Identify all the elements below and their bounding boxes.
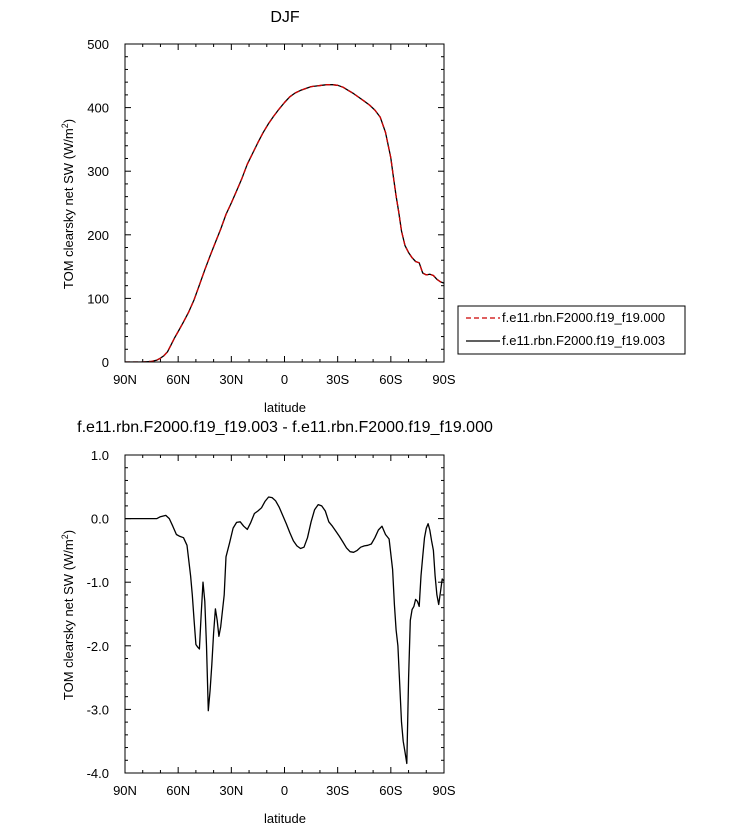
legend-label-series-003: f.e11.rbn.F2000.f19_f19.003 [502, 333, 665, 348]
top-chart-plot-area: 90N 60N 30N 0 30S 60S 90S 0 100 200 300 400 500 [87, 37, 456, 387]
top-chart-y-tick-label: 200 [87, 228, 109, 243]
bottom-chart-series-line-0 [125, 496, 444, 765]
bottom-chart-x-tick-label: 90S [432, 783, 455, 798]
bottom-chart-y-tick-label: 1.0 [91, 448, 109, 463]
bottom-chart-y-tick-label: -1.0 [87, 575, 109, 590]
bottom-chart-frame [124, 454, 445, 774]
bottom-chart-y-tick-label: -2.0 [87, 639, 109, 654]
top-chart-y-tick-label: 300 [87, 164, 109, 179]
top-chart-x-tick-label: 30S [326, 372, 349, 387]
legend-label-series-000: f.e11.rbn.F2000.f19_f19.000 [502, 310, 665, 325]
legend: f.e11.rbn.F2000.f19_f19.000 f.e11.rbn.F2… [457, 305, 686, 355]
bottom-chart-y-axis-label: TOM clearsky net SW (W/m2) [60, 530, 76, 700]
top-chart-x-tick-label: 60S [379, 372, 402, 387]
top-chart-x-tick-label: 60N [166, 372, 190, 387]
top-chart-x-axis-label: latitude [264, 400, 306, 415]
top-chart-y-tick-label: 400 [87, 101, 109, 116]
bottom-chart-y-tick-label: 0.0 [91, 512, 109, 527]
top-chart-series-line-f-e11-rbn-f2000-f19-f19-000 [125, 84, 444, 362]
bottom-chart-y-tick-label: -4.0 [87, 766, 109, 781]
bottom-chart-y-tick-label: -3.0 [87, 702, 109, 717]
top-chart-y-axis-label: TOM clearsky net SW (W/m2) [60, 119, 76, 289]
bottom-chart-x-tick-label: 30S [326, 783, 349, 798]
bottom-chart-x-tick-label: 30N [219, 783, 243, 798]
top-chart-x-tick-label: 0 [281, 372, 288, 387]
bottom-chart-x-tick-label: 0 [281, 783, 288, 798]
bottom-chart-title: f.e11.rbn.F2000.f19_f19.003 - f.e11.rbn.… [77, 419, 493, 436]
top-chart-y-tick-label: 0 [102, 355, 109, 370]
bottom-chart-x-tick-label: 60N [166, 783, 190, 798]
top-chart-x-tick-label: 30N [219, 372, 243, 387]
top-chart-series-line-f-e11-rbn-f2000-f19-f19-003 [125, 84, 444, 362]
top-chart-title: DJF [270, 9, 300, 26]
legend-box [457, 305, 686, 355]
bottom-chart-x-axis-label: latitude [264, 811, 306, 826]
top-chart-y-tick-label: 100 [87, 291, 109, 306]
top-chart-x-tick-label: 90N [113, 372, 137, 387]
bottom-chart-plot-area: 90N 60N 30N 0 30S 60S 90S 1.0 0.0 -1.0 -2.0 -3.0 -4.… [87, 448, 456, 798]
top-chart-frame [124, 43, 445, 363]
bottom-chart-x-tick-label: 60S [379, 783, 402, 798]
top-chart-y-tick-label: 500 [87, 37, 109, 52]
top-chart-x-tick-label: 90S [432, 372, 455, 387]
bottom-chart-x-tick-label: 90N [113, 783, 137, 798]
